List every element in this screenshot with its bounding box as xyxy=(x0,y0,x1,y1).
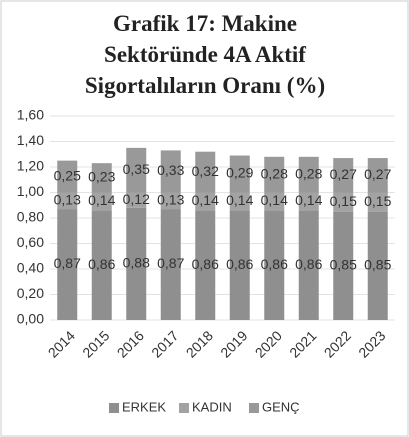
data-label: 0,27 xyxy=(364,166,391,182)
x-tick-label: 2023 xyxy=(355,327,388,360)
x-tick-label: 2019 xyxy=(217,327,250,360)
data-label: 0,35 xyxy=(123,161,150,177)
bar-segment xyxy=(57,192,78,210)
data-label: 0,14 xyxy=(88,192,115,208)
y-tick-label: 0,40 xyxy=(17,260,44,276)
y-tick-label: 0,20 xyxy=(17,285,44,301)
data-label: 0,32 xyxy=(192,163,219,179)
data-label: 0,85 xyxy=(364,257,391,273)
bar-segment xyxy=(298,210,319,320)
x-tick-label: 2017 xyxy=(148,327,181,360)
x-tick-label: 2021 xyxy=(286,327,319,360)
data-label: 0,13 xyxy=(54,191,81,207)
data-label: 0,14 xyxy=(192,192,219,208)
bar-segment xyxy=(298,192,319,211)
bar-segment xyxy=(126,192,147,208)
bar-segment xyxy=(57,160,78,193)
data-label: 0,25 xyxy=(54,167,81,183)
legend-label: KADIN xyxy=(192,399,232,414)
bar-segment xyxy=(91,192,112,211)
x-tick-label: 2014 xyxy=(45,327,78,360)
x-tick-label: 2016 xyxy=(114,327,147,360)
bar-segment xyxy=(229,192,250,211)
bar-segment xyxy=(333,192,354,212)
bar-segment xyxy=(126,207,147,320)
y-tick-label: 1,40 xyxy=(17,132,44,148)
bar-segment xyxy=(91,163,112,193)
data-label: 0,14 xyxy=(295,192,322,208)
data-label: 0,88 xyxy=(123,255,150,271)
bar-segment xyxy=(91,210,112,320)
data-label: 0,86 xyxy=(261,256,288,272)
x-tick-label: 2022 xyxy=(321,327,354,360)
bar-segment xyxy=(298,156,319,193)
bar-segment xyxy=(367,192,388,212)
data-label: 0,15 xyxy=(364,193,391,209)
data-label: 0,13 xyxy=(157,191,184,207)
legend-swatch xyxy=(179,403,189,413)
chart-title: Grafik 17: Makine Sektöründe 4A Aktif Si… xyxy=(84,11,326,98)
data-label: 0,12 xyxy=(123,191,150,207)
x-tick-label: 2018 xyxy=(183,327,216,360)
x-tick-label: 2015 xyxy=(79,327,112,360)
y-tick-label: 0,00 xyxy=(17,311,44,327)
data-label: 0,86 xyxy=(88,256,115,272)
bar-segment xyxy=(264,210,285,320)
bar-segment xyxy=(195,192,216,211)
bar-segment xyxy=(126,147,147,193)
data-label: 0,14 xyxy=(226,192,253,208)
bar-segment xyxy=(57,209,78,320)
bar-segment xyxy=(195,151,216,193)
bar-segment xyxy=(160,209,181,320)
bar-segment xyxy=(195,210,216,320)
bar-segment xyxy=(160,192,181,210)
bar-segment xyxy=(160,150,181,193)
bar-segment xyxy=(229,155,250,193)
legend-label: GENÇ xyxy=(262,399,300,414)
bar-segment xyxy=(367,211,388,320)
data-label: 0,15 xyxy=(330,193,357,209)
data-label: 0,87 xyxy=(157,255,184,271)
data-label: 0,23 xyxy=(88,169,115,185)
bar-segment xyxy=(264,156,285,193)
x-tick-label: 2020 xyxy=(252,327,285,360)
y-tick-label: 0,80 xyxy=(17,209,44,225)
data-label: 0,86 xyxy=(226,256,253,272)
data-label: 0,29 xyxy=(226,165,253,181)
legend-swatch xyxy=(249,403,259,413)
data-label: 0,14 xyxy=(261,192,288,208)
data-label: 0,28 xyxy=(295,165,322,181)
data-label: 0,85 xyxy=(330,257,357,273)
legend-label: ERKEK xyxy=(122,399,166,414)
bar-segment xyxy=(333,158,354,193)
y-tick-label: 1,00 xyxy=(17,183,44,199)
bar-segment xyxy=(264,192,285,211)
data-label: 0,87 xyxy=(54,255,81,271)
bar-segment xyxy=(229,210,250,320)
data-label: 0,27 xyxy=(330,166,357,182)
legend-swatch xyxy=(109,403,119,413)
bar-segment xyxy=(367,158,388,193)
y-tick-label: 1,20 xyxy=(17,158,44,174)
data-label: 0,86 xyxy=(295,256,322,272)
data-label: 0,33 xyxy=(157,162,184,178)
data-label: 0,86 xyxy=(192,256,219,272)
y-tick-label: 1,60 xyxy=(17,107,44,123)
data-label: 0,28 xyxy=(261,165,288,181)
bar-segment xyxy=(333,211,354,320)
y-tick-label: 0,60 xyxy=(17,234,44,250)
